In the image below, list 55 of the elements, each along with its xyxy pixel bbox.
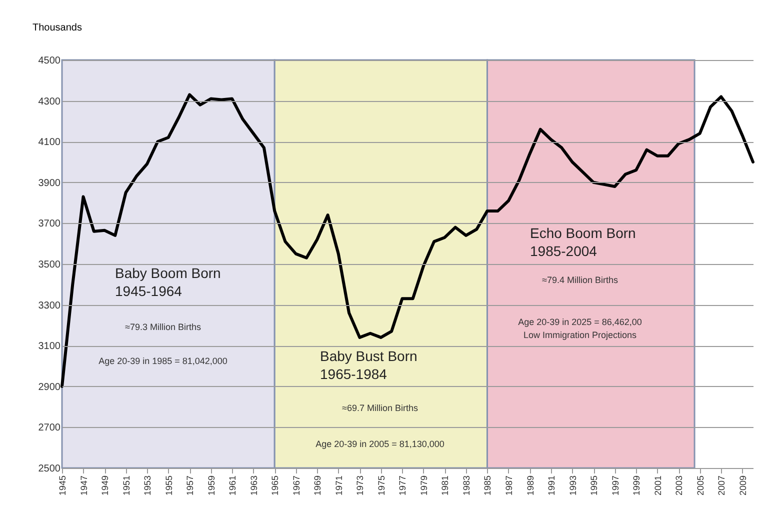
annotation: Age 20-39 in 2005 = 81,130,000 [316, 439, 444, 449]
y-tick-label: 3100 [38, 341, 61, 352]
x-tick-label: 1999 [632, 476, 642, 496]
y-tick-label: 2500 [38, 464, 61, 474]
y-tick-label: 4300 [38, 96, 61, 108]
line-series [60, 93, 754, 388]
y-tick-label: 4100 [38, 137, 61, 148]
x-tick-label: 1975 [376, 476, 386, 496]
x-tick-label: 1953 [142, 476, 153, 496]
x-tick-label: 1981 [440, 476, 450, 496]
x-tick-label: 1973 [355, 476, 366, 496]
x-tick-label: 1961 [228, 476, 238, 496]
y-tick-label: 3900 [38, 178, 61, 189]
y-tick-label: 3500 [38, 260, 61, 270]
x-tick-label: 1967 [291, 476, 302, 496]
x-tick-label: 1955 [164, 476, 174, 496]
annotation: Age 20-39 in 1985 = 81,042,000 [98, 356, 228, 366]
x-tick-label: 2007 [716, 476, 727, 496]
x-tick-label: 1987 [504, 476, 514, 496]
x-tick-label: 1965 [270, 476, 280, 496]
x-tick-label: 1949 [100, 476, 110, 496]
x-tick-label: 1947 [78, 476, 89, 496]
band-label: Baby Boom Born 1945-1964 [115, 265, 221, 299]
x-tick-label: 2001 [652, 476, 663, 496]
x-tick-label: 1997 [610, 476, 620, 496]
y-tick-label: 3700 [38, 218, 61, 230]
x-tick-label: 1985 [482, 476, 493, 496]
x-tick-label: 1993 [568, 476, 578, 496]
x-tick-label: 2005 [695, 476, 706, 496]
x-tick-label: 1989 [525, 476, 536, 496]
y-tick-label: 2900 [38, 382, 61, 393]
annotation: Age 20-39 in 2025 = 86,462,00 Low Immigration Projections [518, 317, 642, 340]
x-tick-label: 2009 [738, 476, 748, 496]
y-axis-title: Thousands [32, 22, 82, 34]
x-tick-label: 1959 [206, 476, 216, 496]
x-tick-label: 2003 [674, 476, 684, 496]
x-tick-label: 1979 [418, 476, 429, 496]
x-tick-label: 1991 [546, 476, 557, 496]
x-tick-label: 1957 [185, 476, 196, 496]
x-tick-label: 1983 [461, 476, 472, 496]
band-label: Echo Boom Born 1985-2004 [530, 225, 636, 259]
x-tick-label: 1971 [334, 476, 344, 496]
x-tick-label: 1945 [58, 476, 68, 496]
y-tick-label: 3300 [38, 300, 61, 312]
x-tick-label: 1977 [398, 476, 408, 496]
y-tick-label: 2700 [38, 422, 61, 434]
y-tick-label: 4500 [38, 56, 61, 66]
annotation: ≈69.7 Million Births [342, 403, 418, 413]
x-tick-label: 1963 [248, 476, 259, 496]
x-tick-label: 1995 [589, 476, 600, 496]
x-tick-label: 1951 [121, 476, 132, 496]
x-tick-label: 1969 [312, 476, 323, 496]
annotation: ≈79.3 Million Births [125, 322, 202, 332]
annotation: ≈79.4 Million Births [542, 275, 618, 285]
band-label: Baby Bust Born 1965-1984 [320, 348, 418, 382]
